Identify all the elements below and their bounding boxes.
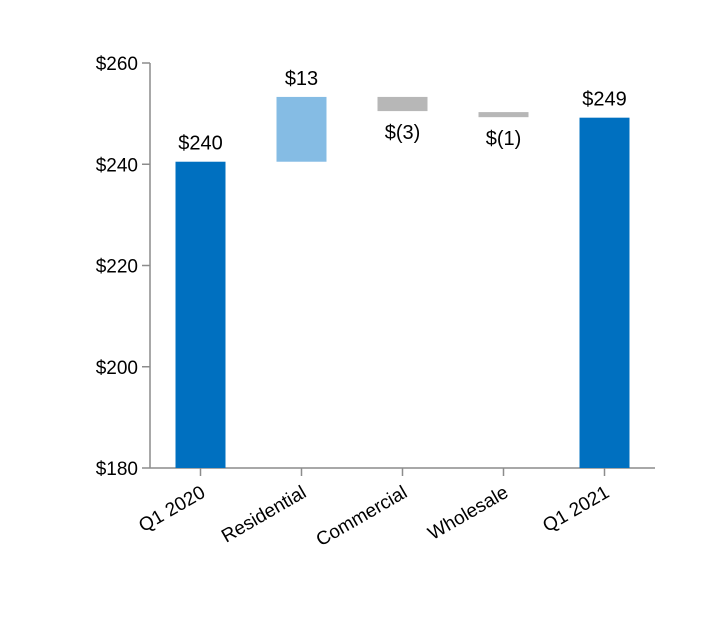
- data-label: $249: [582, 89, 627, 111]
- bar-q1-2021: [579, 117, 630, 469]
- data-label: $240: [178, 133, 223, 155]
- y-tick-label: $260: [96, 54, 138, 75]
- x-tick-label: Wholesale: [425, 482, 512, 545]
- y-tick-label: $180: [96, 459, 138, 480]
- bar-commercial: [377, 96, 428, 112]
- data-label: $(1): [486, 128, 522, 150]
- y-tick-label: $220: [96, 257, 138, 278]
- bar-wholesale: [478, 112, 529, 118]
- x-axis: Q1 2020 Residential Commercial Wholesale Q1 …: [135, 467, 655, 551]
- data-label: $13: [285, 68, 318, 90]
- bar-residential: [276, 96, 327, 162]
- y-tick-label: $200: [96, 358, 138, 379]
- bar-q1-2020: [175, 161, 226, 468]
- data-labels-group: $240 $13 $(3) $(1) $249: [178, 68, 627, 155]
- bars-group: [175, 96, 630, 469]
- x-tick-label: Q1 2021: [539, 482, 613, 537]
- x-tick-label: Commercial: [313, 482, 411, 551]
- x-tick-label: Residential: [218, 482, 310, 547]
- y-tick-label: $240: [96, 155, 138, 176]
- data-label: $(3): [385, 122, 421, 144]
- y-axis: $180 $200 $220 $240 $260: [96, 54, 151, 480]
- x-tick-label: Q1 2020: [135, 482, 209, 537]
